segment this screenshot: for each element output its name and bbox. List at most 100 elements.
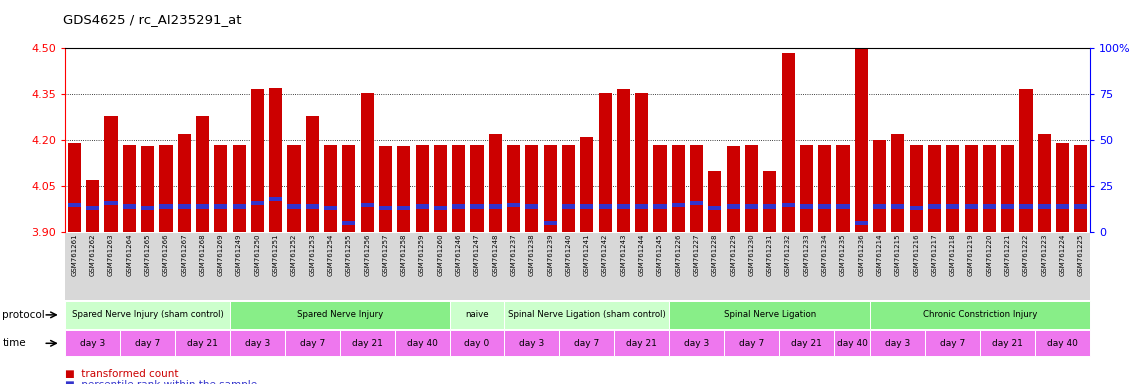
- Bar: [982, 205, 996, 209]
- Bar: [471, 205, 483, 209]
- Bar: [397, 146, 410, 232]
- Bar: [86, 206, 100, 210]
- Bar: [251, 201, 264, 205]
- Bar: [1001, 145, 1014, 232]
- Text: day 40: day 40: [406, 339, 437, 348]
- Bar: [1019, 205, 1033, 209]
- Bar: [306, 205, 319, 209]
- Text: GDS4625 / rc_AI235291_at: GDS4625 / rc_AI235291_at: [63, 13, 242, 26]
- Bar: [654, 145, 666, 232]
- Text: day 7: day 7: [135, 339, 160, 348]
- Bar: [1037, 134, 1051, 232]
- Bar: [379, 206, 392, 210]
- Bar: [927, 205, 941, 209]
- Text: day 7: day 7: [300, 339, 325, 348]
- Bar: [599, 93, 611, 232]
- Bar: [86, 180, 100, 232]
- Bar: [342, 145, 355, 232]
- Bar: [964, 205, 978, 209]
- Bar: [946, 145, 960, 232]
- Text: ■  transformed count: ■ transformed count: [65, 369, 179, 379]
- Bar: [361, 93, 373, 232]
- Bar: [452, 205, 465, 209]
- Bar: [416, 205, 428, 209]
- Bar: [507, 145, 520, 232]
- Bar: [159, 145, 173, 232]
- Text: day 40: day 40: [1048, 339, 1079, 348]
- Bar: [214, 145, 228, 232]
- Bar: [123, 145, 136, 232]
- Bar: [800, 145, 813, 232]
- Bar: [891, 134, 905, 232]
- Bar: [544, 145, 556, 232]
- Bar: [489, 205, 502, 209]
- Text: day 7: day 7: [574, 339, 600, 348]
- Text: day 3: day 3: [245, 339, 270, 348]
- Bar: [745, 205, 758, 209]
- Bar: [306, 116, 319, 232]
- Text: Spinal Nerve Ligation: Spinal Nerve Ligation: [724, 310, 816, 319]
- Bar: [68, 203, 81, 207]
- Bar: [526, 205, 538, 209]
- Bar: [434, 206, 447, 210]
- Bar: [617, 89, 630, 232]
- Text: Spared Nerve Injury: Spared Nerve Injury: [297, 310, 382, 319]
- Text: day 3: day 3: [80, 339, 105, 348]
- Bar: [361, 203, 373, 207]
- Bar: [434, 145, 447, 232]
- Bar: [672, 145, 685, 232]
- Bar: [1019, 89, 1033, 232]
- Bar: [854, 48, 868, 232]
- Bar: [854, 221, 868, 225]
- Bar: [836, 205, 850, 209]
- Bar: [416, 145, 428, 232]
- Bar: [214, 205, 228, 209]
- Bar: [1056, 205, 1069, 209]
- Bar: [764, 205, 776, 209]
- Text: Chronic Constriction Injury: Chronic Constriction Injury: [923, 310, 1037, 319]
- Bar: [709, 206, 721, 210]
- Bar: [287, 145, 301, 232]
- Bar: [251, 89, 264, 232]
- Text: day 21: day 21: [187, 339, 218, 348]
- Bar: [452, 145, 465, 232]
- Bar: [1074, 145, 1088, 232]
- Text: day 3: day 3: [885, 339, 910, 348]
- Bar: [635, 93, 648, 232]
- Bar: [379, 146, 392, 232]
- Bar: [397, 206, 410, 210]
- Bar: [123, 205, 136, 209]
- Bar: [1001, 205, 1014, 209]
- Bar: [471, 145, 483, 232]
- Bar: [982, 145, 996, 232]
- Bar: [159, 205, 173, 209]
- Text: day 7: day 7: [739, 339, 764, 348]
- Text: day 7: day 7: [940, 339, 965, 348]
- Bar: [232, 145, 246, 232]
- Bar: [196, 116, 210, 232]
- Bar: [800, 205, 813, 209]
- Bar: [544, 221, 556, 225]
- Bar: [526, 145, 538, 232]
- Bar: [287, 205, 301, 209]
- Bar: [872, 205, 886, 209]
- Bar: [872, 140, 886, 232]
- Bar: [727, 205, 740, 209]
- Bar: [269, 197, 283, 201]
- Text: day 40: day 40: [837, 339, 868, 348]
- Bar: [342, 221, 355, 225]
- Bar: [489, 134, 502, 232]
- Bar: [1074, 205, 1088, 209]
- Bar: [819, 145, 831, 232]
- Bar: [782, 53, 795, 232]
- Bar: [819, 205, 831, 209]
- Bar: [1056, 143, 1069, 232]
- Bar: [507, 203, 520, 207]
- Bar: [141, 146, 155, 232]
- Text: Spared Nerve Injury (sham control): Spared Nerve Injury (sham control): [72, 310, 223, 319]
- Bar: [909, 206, 923, 210]
- Bar: [104, 116, 118, 232]
- Bar: [196, 205, 210, 209]
- Bar: [562, 205, 575, 209]
- Bar: [141, 206, 155, 210]
